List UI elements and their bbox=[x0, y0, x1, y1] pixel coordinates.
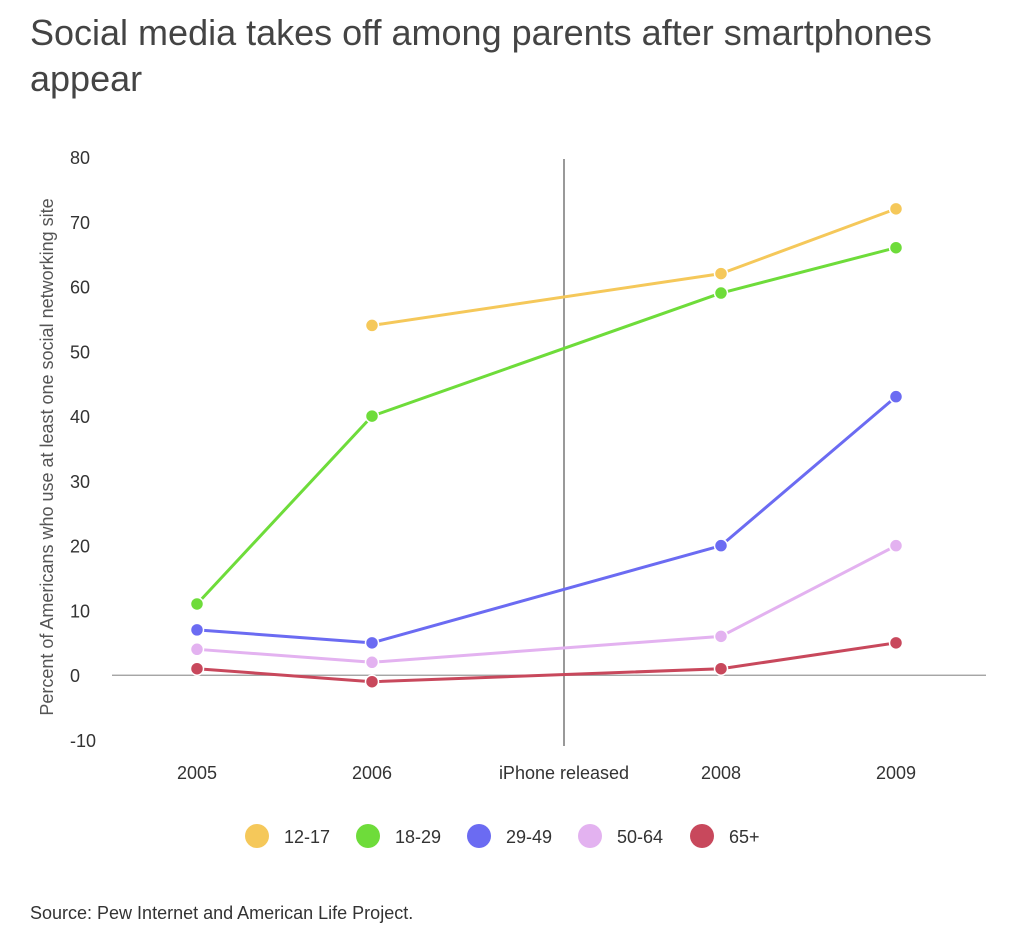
y-axis-ticks: 80 70 60 50 40 30 20 10 0 -10 bbox=[70, 148, 96, 751]
data-point bbox=[888, 635, 904, 651]
y-tick-label: 50 bbox=[70, 342, 90, 362]
y-tick-label: 0 bbox=[70, 666, 80, 686]
data-point bbox=[713, 266, 729, 281]
data-point bbox=[364, 655, 380, 670]
x-tick-label: iPhone released bbox=[499, 763, 629, 783]
data-point bbox=[713, 285, 729, 301]
y-tick-label: 10 bbox=[70, 601, 90, 621]
y-axis-title: Percent of Americans who use at least on… bbox=[37, 198, 57, 715]
legend-label: 12-17 bbox=[284, 827, 330, 847]
series-line bbox=[196, 641, 897, 684]
source-note: Source: Pew Internet and American Life P… bbox=[30, 903, 414, 923]
y-tick-label: 60 bbox=[70, 278, 90, 298]
y-tick-label: -10 bbox=[70, 731, 96, 751]
data-point bbox=[713, 629, 729, 644]
x-axis-ticks: 2005 2006 iPhone released 2008 2009 bbox=[177, 763, 916, 783]
data-point bbox=[888, 240, 904, 255]
data-point bbox=[713, 538, 729, 553]
data-point bbox=[364, 318, 380, 333]
chart-title: Social media takes off among parents aft… bbox=[30, 12, 932, 99]
legend-label: 65+ bbox=[729, 827, 760, 847]
legend-swatch bbox=[245, 824, 269, 848]
legend-swatch bbox=[690, 824, 714, 848]
data-point bbox=[189, 661, 205, 676]
data-point bbox=[189, 642, 205, 657]
x-tick-label: 2005 bbox=[177, 763, 217, 783]
legend: 12-17 18-29 29-49 50-64 65+ bbox=[245, 824, 760, 848]
y-tick-label: 20 bbox=[70, 537, 90, 557]
y-tick-label: 70 bbox=[70, 213, 90, 233]
data-point bbox=[364, 635, 380, 651]
series-line bbox=[196, 544, 897, 664]
x-tick-label: 2008 bbox=[701, 763, 741, 783]
series-line bbox=[196, 395, 897, 645]
legend-swatch bbox=[467, 824, 491, 848]
y-tick-label: 80 bbox=[70, 148, 90, 168]
data-point bbox=[888, 201, 904, 217]
legend-label: 50-64 bbox=[617, 827, 663, 847]
data-point bbox=[364, 674, 380, 689]
legend-swatch bbox=[578, 824, 602, 848]
series-group bbox=[189, 201, 904, 689]
y-tick-label: 40 bbox=[70, 407, 90, 427]
y-tick-label: 30 bbox=[70, 472, 90, 492]
legend-label: 18-29 bbox=[395, 827, 441, 847]
y-axis-title-group: Percent of Americans who use at least on… bbox=[37, 198, 57, 715]
series-line bbox=[195, 246, 897, 605]
data-point bbox=[364, 408, 380, 424]
x-tick-label: 2009 bbox=[876, 763, 916, 783]
data-point bbox=[888, 389, 904, 404]
data-point bbox=[189, 596, 205, 612]
legend-label: 29-49 bbox=[506, 827, 552, 847]
data-point bbox=[189, 622, 205, 638]
legend-swatch bbox=[356, 824, 380, 848]
x-tick-label: 2006 bbox=[352, 763, 392, 783]
data-point bbox=[713, 661, 729, 676]
data-point bbox=[888, 538, 904, 553]
